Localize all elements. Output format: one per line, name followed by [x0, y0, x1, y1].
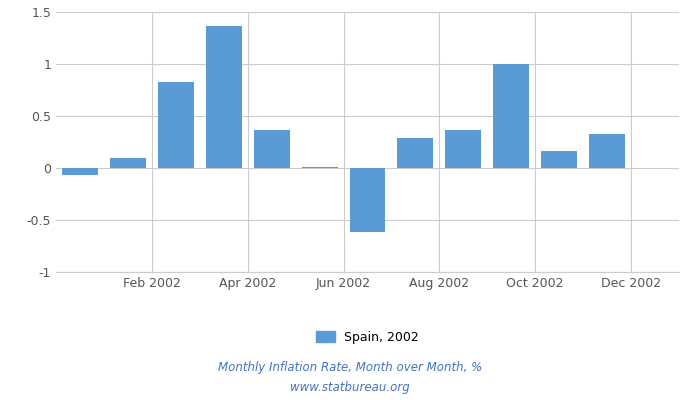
Text: www.statbureau.org: www.statbureau.org — [290, 382, 410, 394]
Text: Monthly Inflation Rate, Month over Month, %: Monthly Inflation Rate, Month over Month… — [218, 362, 482, 374]
Bar — [589, 134, 625, 168]
Bar — [445, 130, 482, 168]
Bar — [398, 138, 433, 168]
Bar — [349, 168, 386, 232]
Bar — [302, 167, 337, 168]
Bar — [494, 64, 529, 168]
Bar — [62, 168, 98, 175]
Bar — [253, 130, 290, 168]
Bar — [206, 26, 241, 168]
Bar — [541, 151, 578, 168]
Bar — [158, 82, 194, 168]
Legend: Spain, 2002: Spain, 2002 — [311, 326, 424, 349]
Bar — [110, 158, 146, 168]
